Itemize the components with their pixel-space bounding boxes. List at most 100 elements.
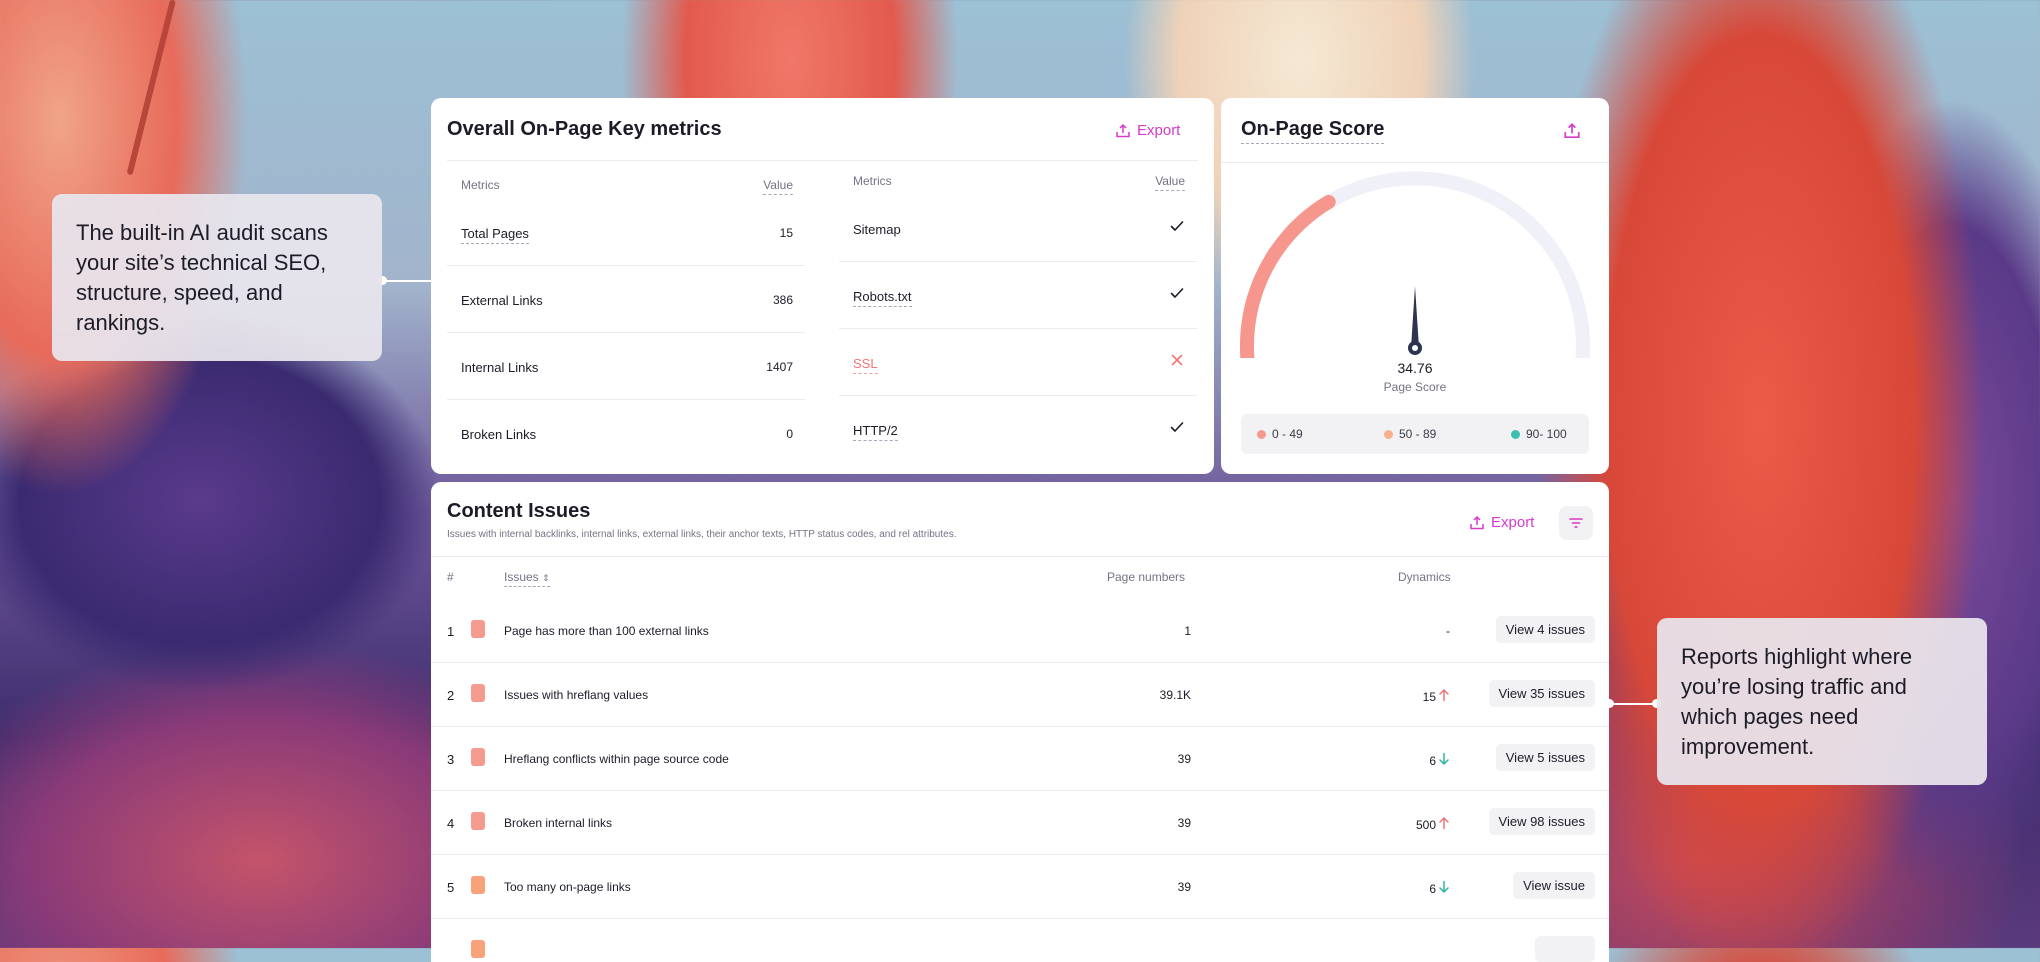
issues-title: Content Issues bbox=[447, 500, 591, 522]
issue-title: Broken internal links bbox=[504, 816, 613, 830]
metric-label: Broken Links bbox=[461, 427, 537, 442]
issue-page-count: 39 bbox=[1177, 752, 1191, 766]
issue-row: 1 Page has more than 100 external links 1 -… bbox=[431, 598, 1609, 663]
score-export-icon[interactable] bbox=[1563, 122, 1581, 140]
on-page-score-card: On-Page Score 34.76 Page Score 0 - 49 50… bbox=[1221, 98, 1609, 474]
issue-title: Issues with hreflang values bbox=[504, 688, 649, 702]
issue-number: 4 bbox=[447, 816, 455, 831]
connector-dot bbox=[1652, 699, 1661, 708]
severity-marker bbox=[471, 748, 485, 766]
cross-icon bbox=[1169, 352, 1185, 368]
view-issues-button[interactable]: View 5 issues bbox=[1495, 744, 1595, 771]
issue-page-count: 39 bbox=[1177, 816, 1191, 830]
metric-value: 386 bbox=[772, 293, 793, 307]
col-header-num: # bbox=[447, 570, 454, 584]
divider bbox=[431, 556, 1609, 557]
content-issues-card: Content Issues Issues with internal back… bbox=[431, 482, 1609, 962]
severity-marker bbox=[471, 940, 485, 958]
export-icon bbox=[1116, 123, 1130, 137]
issue-dynamics: 500 bbox=[1416, 816, 1450, 833]
metric-row: External Links 386 bbox=[447, 265, 805, 333]
issue-dynamics: - bbox=[1446, 624, 1450, 638]
metric-row: HTTP/2 bbox=[839, 395, 1197, 462]
metric-label: External Links bbox=[461, 293, 543, 308]
arrow-down-icon bbox=[1438, 752, 1450, 769]
issue-dynamics: 15 bbox=[1423, 688, 1450, 705]
metric-row: SSL bbox=[839, 328, 1197, 396]
check-icon bbox=[1169, 285, 1185, 301]
gauge-fill bbox=[1239, 194, 1336, 358]
metric-row: Robots.txt bbox=[839, 261, 1197, 329]
metric-row: Sitemap bbox=[839, 194, 1197, 262]
metric-label[interactable]: HTTP/2 bbox=[853, 423, 898, 441]
score-title: On-Page Score bbox=[1241, 118, 1385, 144]
metric-row: Broken Links 0 bbox=[447, 399, 805, 466]
legend-item-high: 90- 100 bbox=[1511, 427, 1567, 441]
issues-subtitle: Issues with internal backlinks, internal… bbox=[447, 529, 957, 540]
metrics-right-header: Metrics Value bbox=[839, 154, 1197, 194]
issue-number: 2 bbox=[447, 688, 455, 703]
score-value: 34.76 bbox=[1397, 360, 1433, 376]
dynamics-value: - bbox=[1446, 624, 1450, 638]
metric-label[interactable]: Sitemap bbox=[853, 222, 901, 237]
legend-dot bbox=[1384, 429, 1393, 439]
arrow-up-icon bbox=[1438, 816, 1450, 833]
issue-title: Too many on-page links bbox=[504, 880, 631, 894]
issue-page-count: 1 bbox=[1184, 624, 1191, 638]
connector-dot bbox=[1605, 699, 1614, 708]
divider bbox=[1221, 162, 1609, 163]
metric-row: Internal Links 1407 bbox=[447, 332, 805, 400]
callout-connector bbox=[382, 280, 431, 282]
col-header-dynamics: Dynamics bbox=[1398, 570, 1451, 584]
check-icon bbox=[1169, 419, 1185, 435]
severity-marker bbox=[471, 684, 485, 702]
metrics-export-button[interactable]: Export bbox=[1115, 122, 1180, 139]
view-issues-button[interactable]: View 35 issues bbox=[1488, 680, 1595, 707]
issue-row: 3 Hreflang conflicts within page source c… bbox=[431, 726, 1609, 791]
issue-title: Hreflang conflicts within page source co… bbox=[504, 752, 729, 766]
view-issues-button[interactable] bbox=[1535, 936, 1595, 962]
metric-label: Internal Links bbox=[461, 360, 539, 375]
arrow-down-icon bbox=[1438, 880, 1450, 897]
severity-marker bbox=[471, 812, 485, 830]
issue-row: 2 Issues with hreflang values 39.1K 15 View … bbox=[431, 662, 1609, 727]
issues-export-button[interactable]: Export bbox=[1469, 514, 1534, 531]
divider bbox=[447, 160, 1198, 161]
issue-dynamics: 6 bbox=[1429, 880, 1450, 897]
metrics-left-header: Metrics Value bbox=[447, 158, 805, 198]
issue-number: 5 bbox=[447, 880, 455, 895]
metric-label[interactable]: SSL bbox=[853, 356, 878, 374]
key-metrics-card: Overall On-Page Key metrics Export Metri… bbox=[431, 98, 1214, 474]
background-tree-branch bbox=[126, 0, 176, 176]
export-icon bbox=[1470, 515, 1484, 529]
issue-page-count: 39 bbox=[1177, 880, 1191, 894]
issue-page-count: 39.1K bbox=[1159, 688, 1191, 702]
legend-dot bbox=[1257, 429, 1266, 439]
severity-marker bbox=[471, 620, 485, 638]
issue-title: Page has more than 100 external links bbox=[504, 624, 709, 638]
dynamics-value: 500 bbox=[1415, 817, 1436, 832]
metric-label[interactable]: Total Pages bbox=[461, 226, 529, 244]
gauge-needle bbox=[1408, 286, 1422, 355]
legend-dot bbox=[1511, 429, 1520, 439]
legend-item-low: 0 - 49 bbox=[1257, 427, 1303, 441]
metric-value: 0 bbox=[786, 427, 793, 441]
issue-row: 5 Too many on-page links 39 6 View issue bbox=[431, 854, 1609, 919]
view-issues-button[interactable]: View 4 issues bbox=[1495, 616, 1595, 643]
col-header-page-numbers: Page numbers bbox=[1107, 570, 1186, 584]
score-gauge bbox=[1239, 171, 1590, 358]
issue-dynamics: 6 bbox=[1429, 752, 1450, 769]
filter-button[interactable] bbox=[1559, 506, 1593, 540]
view-issues-button[interactable]: View issue bbox=[1513, 872, 1595, 899]
metric-row: Total Pages 15 bbox=[447, 198, 805, 266]
metric-label[interactable]: Robots.txt bbox=[853, 289, 912, 307]
issue-row-partial bbox=[431, 918, 1609, 962]
score-legend: 0 - 49 50 - 89 90- 100 bbox=[1241, 414, 1589, 454]
view-issues-button[interactable]: View 98 issues bbox=[1488, 808, 1595, 835]
metric-value: 15 bbox=[779, 226, 793, 240]
metric-value: 1407 bbox=[766, 360, 793, 374]
legend-item-mid: 50 - 89 bbox=[1384, 427, 1436, 441]
sort-icon: ⇕ bbox=[542, 573, 550, 583]
col-header-issues[interactable]: Issues ⇕ bbox=[504, 570, 550, 587]
issue-row: 4 Broken internal links 39 500 View 98 issue… bbox=[431, 790, 1609, 855]
